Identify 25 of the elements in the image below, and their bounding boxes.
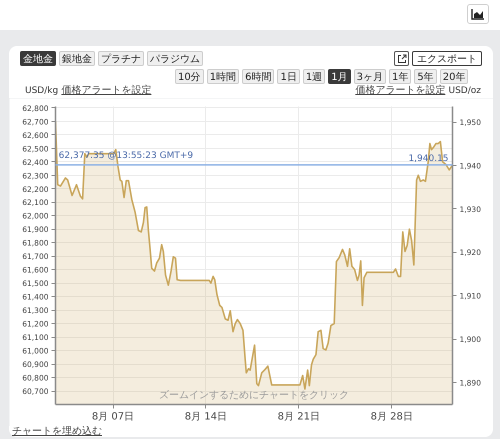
text: 1日 [277,69,300,84]
text: チャートを埋め込む [12,426,102,438]
text: 価格アラートを設定 [61,85,152,96]
text: 価格アラートを設定 [355,85,446,96]
text: 金地金 [20,51,56,66]
text: 20年 [440,69,468,84]
x-tick-label: 8月 28日 [370,412,413,422]
text: 1週 [302,69,326,84]
x-tick-label: 8月 21日 [278,412,320,422]
text: 1月 [328,69,351,84]
text: 5年 [414,69,437,84]
text: プラチナ [98,51,144,66]
text: 銀地金 [59,51,95,66]
annotation: ズームインするためにチャートをクリック [159,388,349,401]
text: 10分 [175,69,204,84]
y2-axis-title: USD/oz [448,86,481,96]
text: 6時間 [242,69,274,84]
y-axis-title: USD/kg [25,86,58,96]
text: 3ヶ月 [354,69,386,84]
text: エクスポート [412,51,482,66]
text: 1時間 [206,69,240,84]
text: 1年 [388,69,412,84]
text: パラジウム [147,51,203,66]
x-tick-label: 8月 07日 [92,412,134,422]
x-tick-label: 8月 14日 [184,412,228,422]
